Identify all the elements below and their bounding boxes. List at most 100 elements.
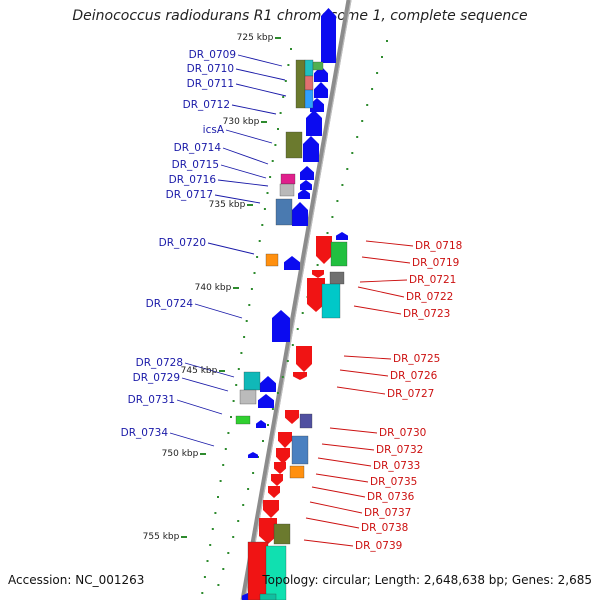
tick-dot [217, 496, 219, 498]
tick-dot [263, 208, 266, 210]
leader-line [365, 240, 414, 247]
left-gene-label: DR_0724 [146, 298, 194, 310]
right-gene-label: DR_0736 [367, 491, 415, 503]
tick-dot [282, 96, 285, 98]
left-gene-label: DR_0710 [187, 63, 234, 75]
tick-dot [258, 240, 261, 242]
tick-dot [326, 232, 329, 234]
tick-dot [284, 80, 287, 82]
scale-label: 740 kbp [195, 283, 232, 293]
gene-feature [265, 545, 287, 600]
tick-dot [351, 152, 354, 154]
gene-feature [248, 452, 258, 458]
tick-dot [286, 360, 289, 362]
scale-label: 750 kbp [162, 449, 199, 459]
tick-dot [203, 576, 206, 578]
tick-dot [331, 216, 334, 218]
gene-feature [275, 198, 293, 226]
gene-feature [279, 183, 295, 197]
tick-dot [245, 320, 248, 322]
gene-feature [300, 180, 312, 190]
left-gene-label: icsA [203, 124, 225, 136]
left-gene-label: DR_0720 [159, 237, 206, 249]
gene-feature [306, 110, 322, 136]
right-gene-label: DR_0735 [370, 476, 417, 488]
scale-tick [275, 37, 281, 39]
left-gene-label: DR_0709 [189, 49, 236, 61]
tick-dot [201, 592, 204, 594]
tick-dot [240, 352, 243, 354]
gene-feature [258, 394, 274, 408]
scale-tick [247, 204, 253, 206]
leader-line [217, 179, 269, 187]
tick-dot [381, 56, 383, 58]
tick-dot [222, 464, 225, 466]
gene-feature [304, 89, 314, 109]
gene-feature [310, 98, 324, 112]
tick-dot [206, 560, 209, 562]
leader-line [220, 164, 267, 179]
tick-dot [287, 64, 290, 66]
leader-line [303, 539, 354, 547]
gene-feature [299, 413, 313, 429]
tick-dot [253, 272, 256, 274]
gene-feature [280, 173, 296, 185]
leader-line [359, 279, 408, 283]
gene-feature [312, 61, 324, 71]
leader-line [309, 501, 363, 514]
leader-line [181, 377, 229, 392]
gene-feature [265, 253, 279, 267]
tick-dot [279, 112, 282, 114]
leader-line [317, 457, 372, 467]
gene-feature [285, 131, 303, 159]
tick-dot [252, 472, 255, 474]
gene-feature [292, 202, 308, 226]
gene-feature [295, 59, 306, 109]
leader-line [207, 242, 255, 255]
gene-feature [321, 8, 336, 63]
tick-dot [256, 256, 259, 258]
accession-text: Accession: NC_001263 [8, 573, 145, 587]
gene-feature [303, 136, 319, 162]
leader-line [343, 355, 392, 360]
scale-tick [261, 121, 267, 123]
scale-tick [219, 370, 225, 372]
scale-label: 730 kbp [223, 117, 260, 127]
tick-dot [250, 288, 253, 290]
tick-dot [219, 480, 222, 482]
tick-dot [224, 448, 227, 450]
leader-line [311, 486, 366, 498]
leader-line [353, 305, 402, 315]
tick-dot [296, 328, 299, 330]
tick-dot [361, 120, 364, 122]
scale-label: 745 kbp [181, 366, 218, 376]
right-gene-label: DR_0719 [412, 257, 459, 269]
tick-dot [211, 528, 214, 530]
scale-label: 735 kbp [209, 200, 246, 210]
gene-feature [300, 166, 314, 180]
leader-line [329, 427, 378, 434]
tick-dot [267, 424, 269, 426]
gene-feature [304, 75, 314, 91]
gene-feature [239, 389, 257, 405]
gene-feature [296, 346, 312, 372]
gene-feature [284, 256, 300, 270]
gene-feature [268, 486, 280, 498]
tick-dot [366, 104, 369, 106]
tick-dot [248, 304, 251, 306]
left-gene-label: DR_0712 [183, 99, 230, 111]
gene-feature [316, 236, 332, 264]
gene-feature [256, 420, 266, 428]
left-gene-label: DR_0711 [187, 78, 234, 90]
tick-dot [232, 536, 235, 538]
right-gene-label: DR_0739 [355, 540, 402, 552]
gene-feature [271, 474, 283, 486]
right-gene-label: DR_0732 [376, 444, 423, 456]
tick-dot [243, 336, 246, 338]
gene-feature [314, 82, 328, 98]
backbone-highlight [244, 0, 352, 600]
tick-dot [290, 48, 292, 50]
tick-dot [274, 144, 277, 146]
left-gene-label: DR_0714 [174, 142, 222, 154]
